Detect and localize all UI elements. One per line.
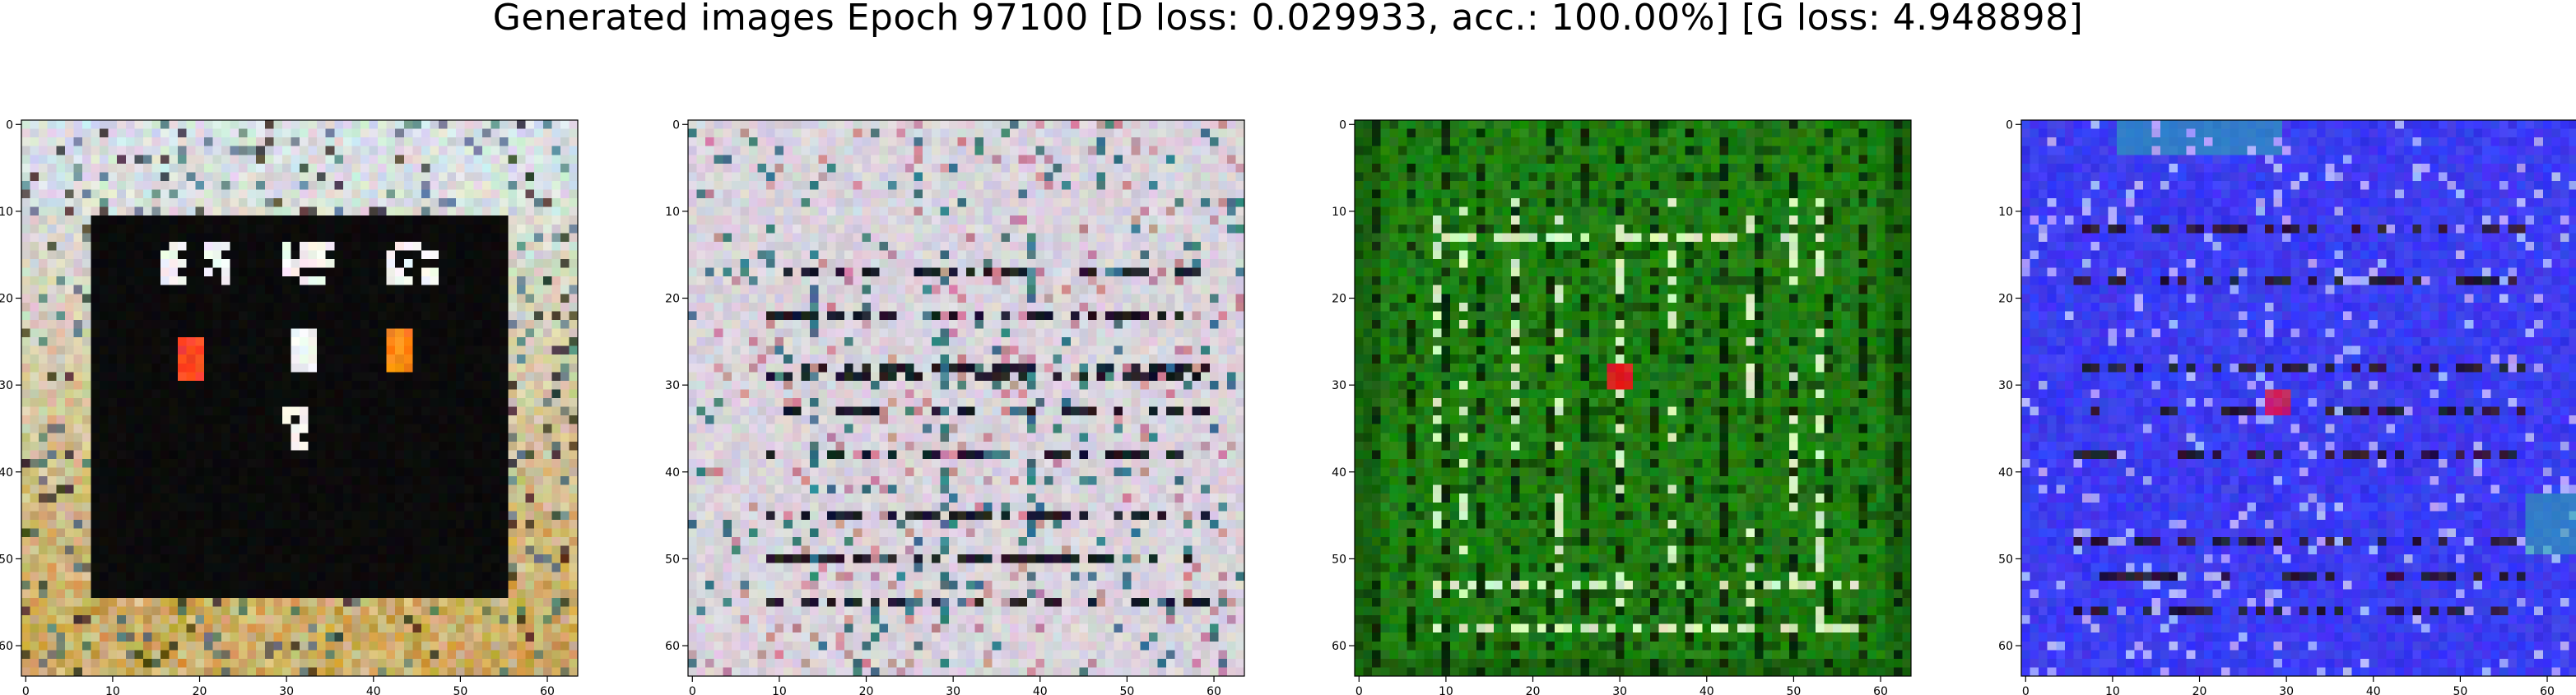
y-tick-label: 10 [665,206,680,219]
generated-image-4 [2021,120,2576,677]
x-tick-label: 0 [1355,685,1363,695]
y-tick-label: 50 [0,553,13,566]
x-tick-label: 40 [1033,685,1048,695]
x-tick-label: 30 [279,685,294,695]
x-tick-label: 0 [2022,685,2030,695]
x-tick-label: 0 [689,685,696,695]
x-tick-label: 40 [1700,685,1714,695]
x-tick-label: 60 [1873,685,1888,695]
y-tick-label: 30 [665,379,680,392]
image-panel-2: 0 10 20 30 40 50 60 0 10 20 30 40 50 60 [665,118,1245,695]
y-tick-label: 20 [665,293,680,306]
y-tick-label: 60 [665,640,680,653]
x-tick-label: 30 [1612,685,1627,695]
axes-frame-1 [21,119,579,677]
x-tick-label: 30 [2279,685,2294,695]
y-tick-label: 50 [1332,553,1346,566]
x-tick-label: 20 [1526,685,1541,695]
y-tick-label: 10 [1998,206,2013,219]
y-tick-label: 40 [1332,466,1346,480]
x-tick-label: 30 [946,685,960,695]
x-tick-label: 60 [540,685,555,695]
y-tick-label: 60 [0,640,13,653]
generated-image-2 [688,120,1245,677]
x-tick-label: 50 [1119,685,1134,695]
y-tick-label: 0 [6,118,13,132]
axes-frame-3 [1354,119,1912,677]
x-tick-label: 10 [772,685,787,695]
y-tick-label: 0 [1339,118,1346,132]
x-tick-label: 60 [2540,685,2555,695]
y-tick-label: 30 [0,379,13,392]
image-panel-3: 0 10 20 30 40 50 60 0 10 20 30 40 50 60 [1332,118,1912,695]
y-tick-label: 10 [0,206,13,219]
x-tick-label: 0 [22,685,30,695]
y-tick-label: 30 [1332,379,1346,392]
x-tick-label: 50 [1786,685,1801,695]
x-tick-label: 10 [2105,685,2120,695]
y-tick-label: 10 [1332,206,1346,219]
image-panel-4: 0 10 20 30 40 50 60 0 10 20 30 40 50 60 [1998,118,2576,695]
y-tick-label: 30 [1998,379,2013,392]
x-tick-label: 60 [1207,685,1221,695]
axes-frame-4 [2020,119,2576,677]
y-tick-label: 20 [1998,293,2013,306]
x-tick-label: 40 [366,685,381,695]
x-tick-label: 50 [2453,685,2467,695]
generated-image-1 [21,120,579,677]
y-tick-label: 20 [1332,293,1346,306]
y-tick-label: 0 [2006,118,2013,132]
y-tick-label: 50 [665,553,680,566]
y-tick-label: 20 [0,293,13,306]
axes-frame-2 [687,119,1245,677]
x-tick-label: 20 [859,685,874,695]
x-tick-label: 50 [453,685,467,695]
figure-title: Generated images Epoch 97100 [D loss: 0.… [492,0,2084,39]
y-tick-label: 40 [0,466,13,480]
y-tick-label: 50 [1998,553,2013,566]
y-tick-label: 40 [665,466,680,480]
y-tick-label: 40 [1998,466,2013,480]
x-tick-label: 20 [2192,685,2207,695]
y-tick-label: 60 [1998,640,2013,653]
x-tick-label: 40 [2366,685,2381,695]
x-tick-label: 10 [105,685,120,695]
y-tick-label: 60 [1332,640,1346,653]
image-panel-1: 0 10 20 30 40 50 60 0 10 20 30 40 50 60 [0,118,579,695]
generated-image-3 [1355,120,1912,677]
x-tick-label: 10 [1439,685,1453,695]
y-tick-label: 0 [672,118,680,132]
x-tick-label: 20 [193,685,207,695]
